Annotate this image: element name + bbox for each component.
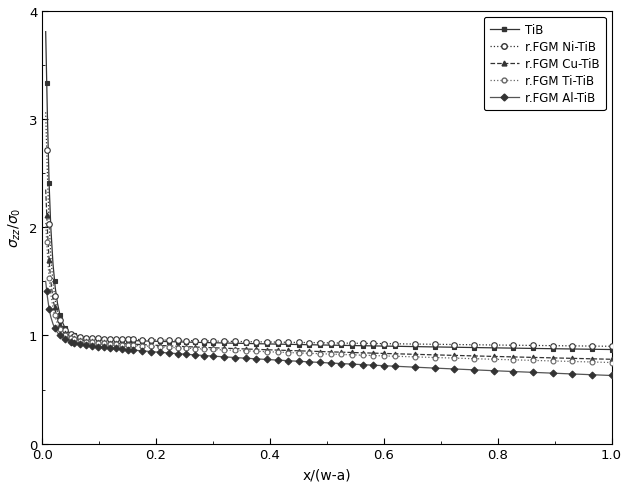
Y-axis label: $\sigma_{zz}/\sigma_0$: $\sigma_{zz}/\sigma_0$ bbox=[7, 208, 23, 248]
X-axis label: x/(w-a): x/(w-a) bbox=[303, 467, 351, 481]
Legend: TiB, r.FGM Ni-TiB, r.FGM Cu-TiB, r.FGM Ti-TiB, r.FGM Al-TiB: TiB, r.FGM Ni-TiB, r.FGM Cu-TiB, r.FGM T… bbox=[484, 18, 606, 111]
